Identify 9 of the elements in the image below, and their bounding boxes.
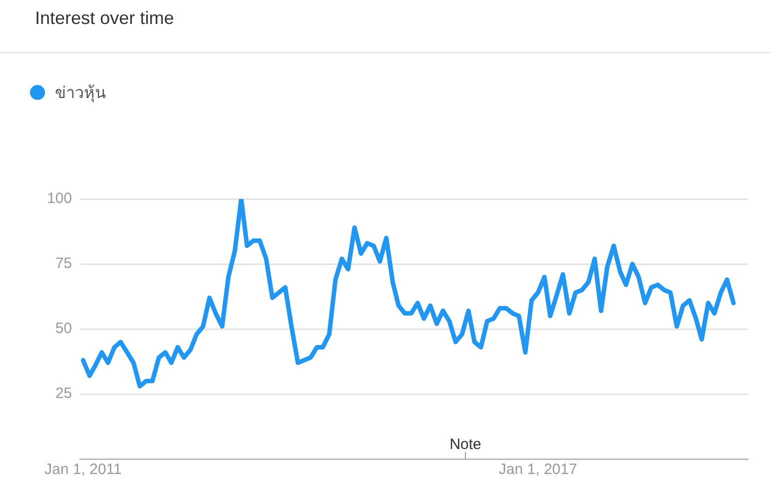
chart-title: Interest over time (35, 8, 174, 29)
x-tick-label: Jan 1, 2011 (44, 461, 122, 478)
x-tick-label: Jan 1, 2017 (498, 461, 578, 478)
y-tick-label: 50 (55, 320, 72, 338)
y-tick-label: 100 (46, 190, 72, 208)
y-tick-label: 25 (55, 385, 72, 402)
annotation: Note (450, 436, 482, 453)
legend-label: ข่าวหุ้น (55, 84, 106, 104)
y-tick-label: 75 (55, 255, 72, 272)
